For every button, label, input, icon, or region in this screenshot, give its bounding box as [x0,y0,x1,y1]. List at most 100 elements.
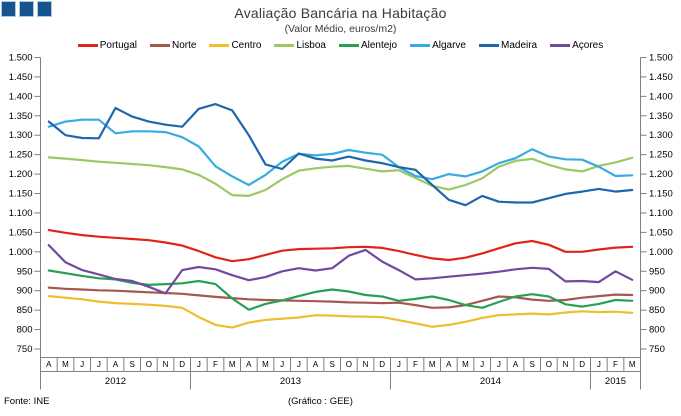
month-label: A [246,360,252,369]
y-tick-label-right: 1.100 [649,208,673,219]
month-label: N [363,360,369,369]
year-label: 2015 [605,376,626,387]
month-label: J [497,360,501,369]
y-tick-label-right: 850 [649,305,665,316]
legend-swatch-icon [274,44,295,47]
legend-label: Algarve [432,40,466,51]
logo-square-icon [19,1,34,17]
series-line-alentejo [47,269,634,311]
y-tick-label-right: 750 [649,344,665,355]
month-label: D [379,360,385,369]
legend-item-norte: Norte [150,40,196,51]
legend-swatch-icon [209,44,230,47]
legend-item-portugal: Portugal [77,40,137,51]
page-subtitle: (Valor Médio, euros/m2) [284,23,397,35]
legend-swatch-icon [478,44,499,47]
legend-item-algarve: Algarve [410,40,466,51]
legend-item-lisboa: Lisboa [274,40,326,51]
y-tick-label-right: 1.150 [649,189,673,200]
credit-label: (Gráfico : GEE) [288,396,353,407]
month-label: S [529,360,534,369]
month-label: M [62,360,69,369]
month-label: S [129,360,134,369]
y-tick-label-left: 1.250 [9,150,33,161]
source-label: Fonte: INE [4,396,50,407]
y-tick-label-right: 950 [649,266,665,277]
y-tick-label-right: 900 [649,286,665,297]
legend-swatch-icon [410,44,431,47]
y-tick-label-left: 1.450 [9,72,33,83]
y-tick-label-right: 1.500 [649,53,673,64]
y-tick-label-right: 1.050 [649,227,673,238]
y-tick-label-left: 1.350 [9,111,33,122]
legend-swatch-icon [150,44,170,47]
series-line-norte [47,286,634,309]
y-tick-label-right: 1.200 [649,169,673,180]
series-line-lisboa [47,156,634,197]
y-tick-label-right: 1.300 [649,130,673,141]
y-tick-label-right: 800 [649,325,665,336]
legend-label: Alentejo [360,40,398,51]
year-label: 2013 [280,376,301,387]
series-line-algarve [47,118,634,187]
y-tick-label-left: 750 [17,344,33,355]
series-line-portugal [47,229,634,263]
logo-square-icon [1,1,16,17]
month-label: O [146,360,152,369]
legend-label: Norte [172,40,197,51]
logo [1,1,52,17]
y-tick-label-left: 1.100 [9,208,33,219]
y-tick-label-right: 1.250 [649,150,673,161]
month-label: M [629,360,636,369]
series-line-açores [47,244,634,295]
legend-label: Lisboa [296,40,326,51]
month-label: A [446,360,452,369]
y-tick-label-left: 1.400 [9,91,33,102]
legend-swatch-icon [338,44,359,47]
month-label: A [46,360,52,369]
month-label: N [163,360,169,369]
month-label: J [397,360,401,369]
month-label: J [197,360,201,369]
legend-swatch-icon [550,44,571,47]
y-tick-label-left: 1.150 [9,189,33,200]
y-tick-label-left: 1.050 [9,227,33,238]
month-label: F [213,360,218,369]
y-tick-label-left: 1.000 [9,247,33,258]
month-label: A [513,360,519,369]
month-label: O [546,360,552,369]
y-tick-label-left: 850 [17,305,33,316]
legend-item-alentejo: Alentejo [338,40,398,51]
month-label: J [97,360,101,369]
y-tick-label-left: 800 [17,325,33,336]
month-label: A [313,360,319,369]
month-label: M [429,360,436,369]
month-label: F [413,360,418,369]
legend-item-madeira: Madeira [478,40,537,51]
month-label: M [262,360,269,369]
month-label: J [297,360,301,369]
month-label: M [229,360,236,369]
legend-swatch-icon [77,44,98,47]
year-label: 2012 [105,376,126,387]
month-label: N [563,360,569,369]
y-tick-label-left: 950 [17,266,33,277]
month-label: J [480,360,484,369]
logo-square-icon [37,1,52,17]
y-tick-label-right: 1.000 [649,247,673,258]
month-label: A [113,360,119,369]
month-label: D [579,360,585,369]
y-tick-label-left: 900 [17,286,33,297]
chart-legend: Portugal Norte Centro Lisboa Alentejo Algarve… [40,40,641,51]
month-label: M [462,360,469,369]
month-label: J [597,360,601,369]
y-tick-label-right: 1.450 [649,72,673,83]
series-line-madeira [47,102,634,207]
series-line-centro [47,295,634,329]
y-tick-label-left: 1.300 [9,130,33,141]
y-tick-label-right: 1.400 [649,91,673,102]
month-label: O [346,360,352,369]
legend-item-açores: Açores [550,40,603,51]
